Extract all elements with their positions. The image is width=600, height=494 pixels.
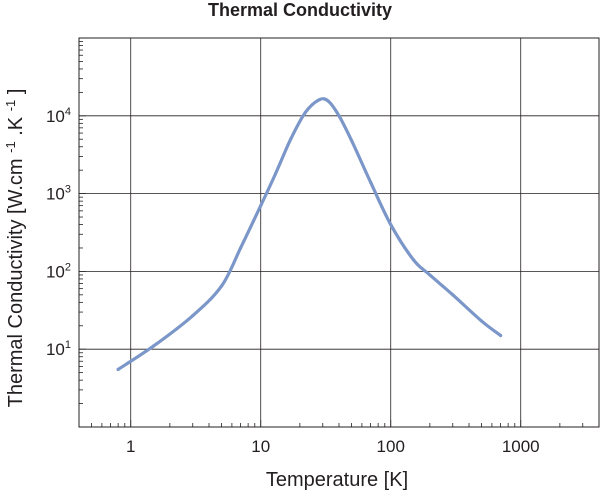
data-point (479, 319, 484, 323)
y-axis-label-exp1: -1 (3, 141, 18, 153)
y-axis-label-prefix: Thermal Conductivity [W.cm (5, 158, 27, 407)
data-point (219, 284, 224, 288)
y-tick-base: 10 (46, 185, 65, 204)
x-tick-labels: 1 10 100 1000 (126, 437, 540, 456)
y-tick-label: 102 (46, 261, 71, 281)
y-tick-label: 104 (46, 106, 71, 126)
data-point (428, 273, 432, 277)
axis-ticks (78, 37, 600, 428)
y-tick-base: 10 (46, 107, 65, 126)
data-point (451, 293, 455, 297)
data-point (498, 333, 503, 338)
y-tick-label: 103 (46, 184, 71, 204)
y-tick-base: 10 (46, 262, 65, 281)
x-tick-label: 1000 (502, 437, 540, 456)
data-point (303, 110, 307, 115)
y-tick-base: 10 (46, 340, 65, 359)
x-tick-label: 1 (126, 437, 135, 456)
series (116, 97, 503, 371)
y-axis-label-middle: .K (5, 116, 27, 136)
y-tick-exp: 2 (65, 261, 71, 273)
data-point (368, 180, 373, 184)
x-tick-label: 10 (251, 437, 270, 456)
data-point (349, 138, 354, 143)
data-point (191, 314, 195, 318)
data-point (116, 367, 120, 371)
data-point (412, 258, 416, 262)
y-tick-label: 101 (46, 339, 71, 359)
data-point (259, 204, 263, 208)
data-point (152, 344, 156, 348)
y-axis-label-exp2: -1 (3, 100, 18, 112)
y-axis-label: Thermal Conductivity [W.cm -1 .K -1 ] (0, 89, 27, 408)
data-point (389, 222, 393, 227)
series-line-0 (116, 97, 503, 371)
data-point (289, 137, 293, 141)
grid (79, 38, 599, 427)
data-point (317, 98, 321, 102)
y-axis-label-suffix: ] (5, 89, 27, 95)
y-tick-exp: 4 (65, 106, 71, 118)
chart-title: Thermal Conductivity (208, 0, 392, 20)
data-point (326, 99, 330, 103)
x-axis-label: Temperature [K] (266, 469, 408, 491)
y-tick-exp: 1 (65, 339, 71, 351)
y-tick-exp: 3 (65, 184, 71, 196)
data-point (337, 114, 341, 118)
data-point (238, 246, 243, 250)
data-point (273, 172, 278, 176)
x-tick-label: 100 (377, 437, 405, 456)
